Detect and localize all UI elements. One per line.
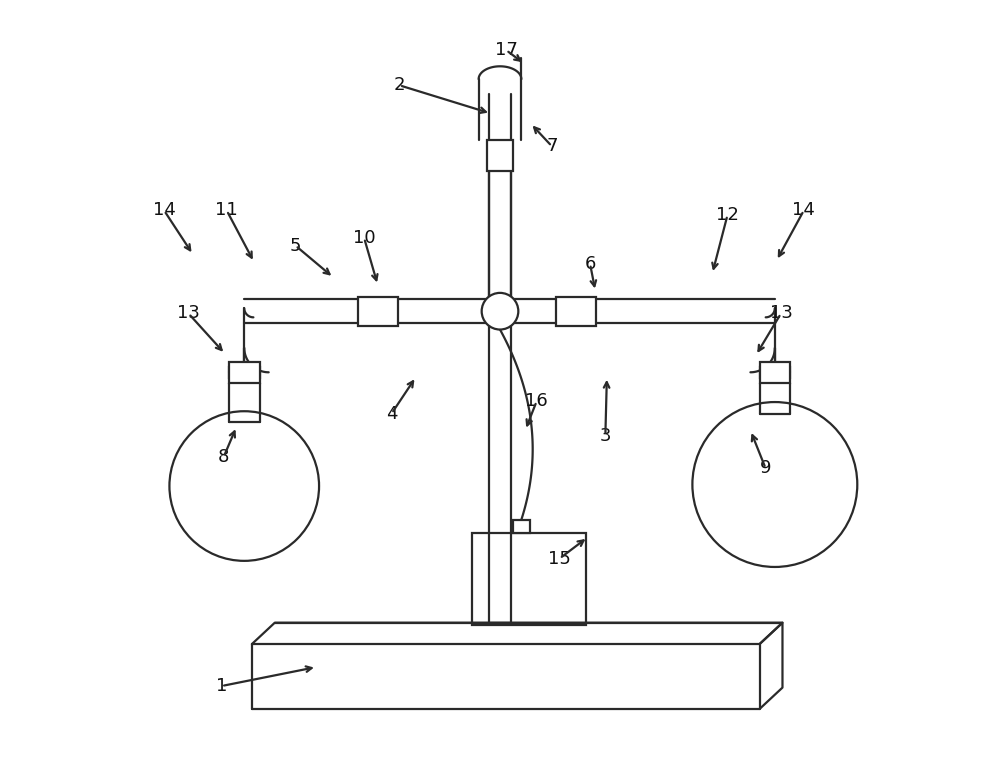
Text: 6: 6 [584, 255, 596, 273]
Text: 12: 12 [716, 206, 739, 224]
Text: 13: 13 [770, 305, 792, 322]
Circle shape [692, 402, 857, 567]
Circle shape [169, 411, 319, 561]
Text: 14: 14 [153, 201, 176, 219]
Text: 1: 1 [216, 677, 227, 695]
Polygon shape [513, 520, 530, 534]
Text: 15: 15 [548, 550, 571, 568]
Text: 3: 3 [600, 427, 611, 444]
Text: 14: 14 [792, 201, 815, 219]
Polygon shape [472, 534, 586, 625]
Polygon shape [760, 361, 790, 383]
Polygon shape [487, 140, 513, 171]
Text: 2: 2 [393, 76, 405, 95]
Circle shape [482, 293, 518, 330]
Text: 13: 13 [177, 305, 200, 322]
Text: 7: 7 [546, 138, 558, 155]
Text: 17: 17 [495, 41, 518, 59]
Text: 5: 5 [290, 237, 301, 255]
Polygon shape [358, 297, 398, 326]
Text: 9: 9 [760, 460, 771, 478]
Text: 10: 10 [353, 229, 375, 247]
Text: 11: 11 [215, 201, 238, 219]
Text: 8: 8 [218, 448, 229, 466]
Polygon shape [229, 361, 260, 383]
Text: 16: 16 [525, 392, 548, 411]
Text: 4: 4 [386, 404, 397, 422]
Polygon shape [556, 297, 596, 326]
